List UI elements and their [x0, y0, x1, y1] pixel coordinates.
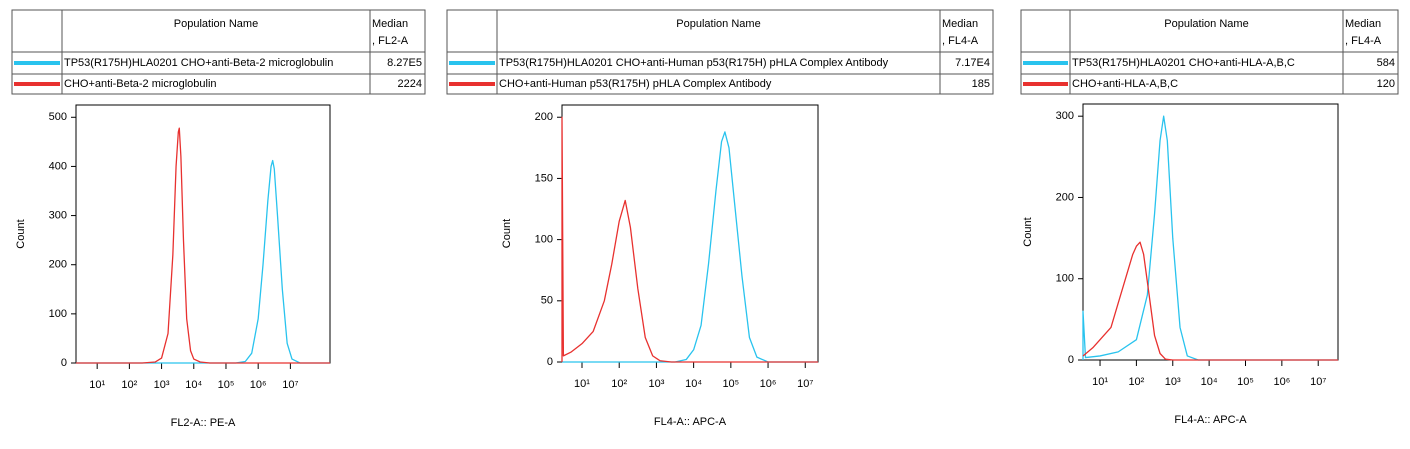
histogram-curve: [561, 116, 818, 363]
x-tick-label: 10³: [1165, 376, 1181, 388]
table-header-cell: [61, 9, 371, 53]
y-axis-label: Count: [501, 219, 513, 248]
table-cell: [1342, 73, 1399, 95]
y-tick-label: 0: [547, 356, 553, 368]
median-value: 8.27E5: [387, 57, 422, 69]
x-tick-label: 10¹: [89, 379, 105, 391]
x-tick-label: 10³: [154, 379, 170, 391]
y-tick-label: 400: [49, 160, 67, 172]
x-tick-label: 10⁴: [685, 378, 702, 390]
x-tick-label: 10⁴: [1201, 376, 1218, 388]
plot-frame: [1082, 103, 1339, 361]
histogram-curve: [1082, 241, 1338, 361]
y-tick-label: 100: [1056, 273, 1074, 285]
x-axis-label: FL4-A:: APC-A: [1174, 414, 1247, 426]
x-tick-label: 10⁵: [218, 379, 235, 391]
x-tick-label: 10²: [611, 378, 627, 390]
x-tick-label: 10⁷: [797, 378, 813, 390]
y-tick-label: 200: [49, 259, 67, 271]
table-header: , FL2-A: [372, 35, 409, 47]
table-header-cell: [1069, 9, 1344, 53]
table-header-cell: [369, 9, 426, 53]
x-axis-label: FL4-A:: APC-A: [654, 416, 727, 428]
x-tick-label: 10⁵: [1237, 376, 1254, 388]
y-tick-label: 0: [61, 357, 67, 369]
y-tick-label: 300: [1056, 110, 1074, 122]
legend-label: CHO+anti-HLA-A,B,C: [1072, 78, 1178, 90]
table-cell: [446, 9, 498, 53]
x-tick-label: 10¹: [1092, 376, 1108, 388]
table-header: Population Name: [1164, 18, 1248, 30]
x-tick-label: 10⁶: [1273, 376, 1290, 388]
table-cell: [939, 73, 994, 95]
table-header: Median: [372, 18, 408, 30]
median-value: 185: [972, 78, 990, 90]
histogram-curve: [76, 159, 330, 364]
table-header: , FL4-A: [942, 35, 979, 47]
x-tick-label: 10²: [1128, 376, 1144, 388]
table-header: , FL4-A: [1345, 35, 1382, 47]
plot-frame: [561, 104, 819, 363]
table-cell: [1020, 9, 1071, 53]
y-tick-label: 50: [541, 295, 553, 307]
median-value: 584: [1377, 57, 1395, 69]
table-header-cell: [939, 9, 994, 53]
histogram-curve: [562, 131, 818, 363]
y-tick-label: 200: [535, 111, 553, 123]
y-tick-label: 0: [1068, 354, 1074, 366]
x-tick-label: 10⁶: [760, 378, 777, 390]
table-header-cell: [496, 9, 941, 53]
legend-label: TP53(R175H)HLA0201 CHO+anti-HLA-A,B,C: [1072, 57, 1295, 69]
y-tick-label: 150: [535, 172, 553, 184]
x-tick-label: 10⁷: [1310, 376, 1326, 388]
histogram-curve: [1082, 115, 1338, 361]
y-tick-label: 500: [49, 111, 67, 123]
x-tick-label: 10¹: [574, 378, 590, 390]
histogram-curve: [76, 127, 330, 364]
median-value: 120: [1377, 78, 1395, 90]
legend-label: TP53(R175H)HLA0201 CHO+anti-Beta-2 micro…: [64, 57, 333, 69]
y-tick-label: 100: [49, 308, 67, 320]
table-header: Population Name: [174, 18, 258, 30]
y-axis-label: Count: [15, 219, 27, 248]
x-tick-label: 10³: [648, 378, 664, 390]
table-cell: [11, 9, 63, 53]
y-axis-label: Count: [1022, 217, 1034, 246]
table-header: Population Name: [676, 18, 760, 30]
y-tick-label: 300: [49, 209, 67, 221]
y-tick-label: 200: [1056, 191, 1074, 203]
x-tick-label: 10⁵: [722, 378, 739, 390]
x-axis-label: FL2-A:: PE-A: [171, 417, 236, 429]
x-tick-label: 10⁴: [185, 379, 202, 391]
y-tick-label: 100: [535, 234, 553, 246]
table-header: Median: [942, 18, 978, 30]
x-tick-label: 10⁶: [250, 379, 267, 391]
x-tick-label: 10²: [121, 379, 137, 391]
median-value: 7.17E4: [955, 57, 990, 69]
median-value: 2224: [398, 78, 422, 90]
legend-label: TP53(R175H)HLA0201 CHO+anti-Human p53(R1…: [499, 57, 889, 69]
legend-label: CHO+anti-Beta-2 microglobulin: [64, 78, 217, 90]
legend-label: CHO+anti-Human p53(R175H) pHLA Complex A…: [499, 78, 772, 90]
table-header-cell: [1342, 9, 1399, 53]
plot-frame: [75, 104, 331, 364]
table-header: Median: [1345, 18, 1381, 30]
table-cell: [369, 73, 426, 95]
x-tick-label: 10⁷: [282, 379, 298, 391]
